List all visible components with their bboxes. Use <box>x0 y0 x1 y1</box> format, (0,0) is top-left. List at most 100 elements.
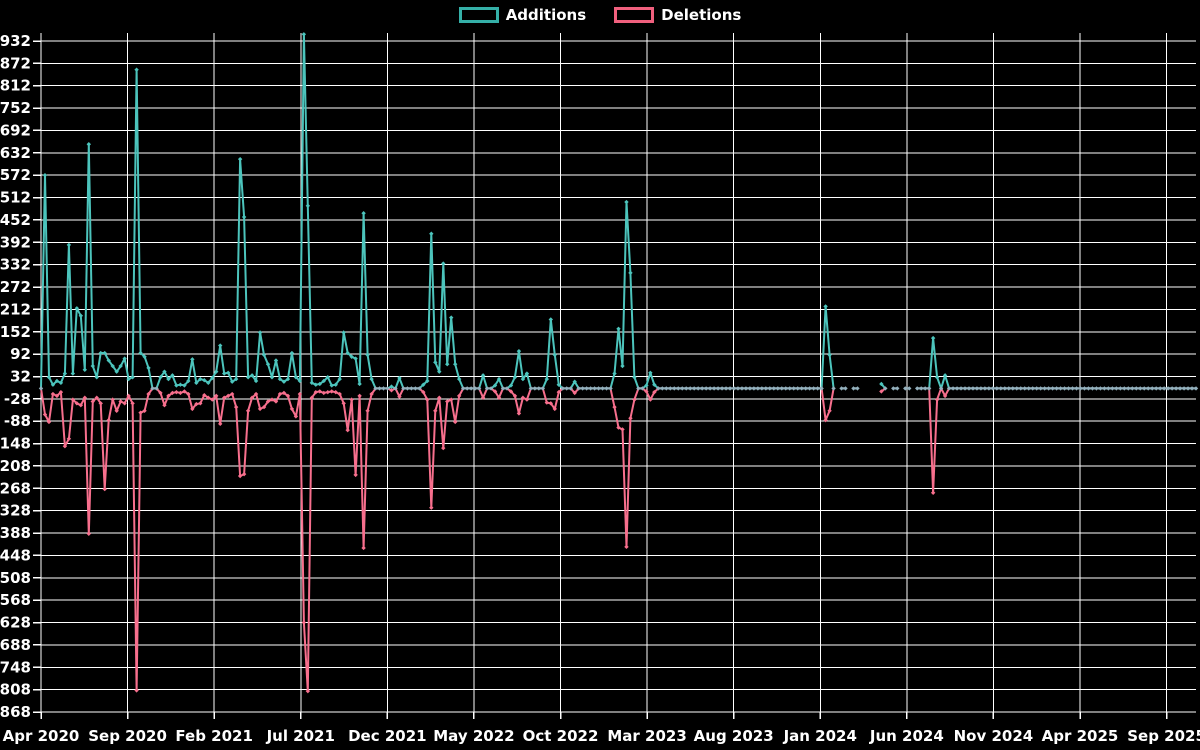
zero-point-marker <box>668 386 673 391</box>
deletions-point-marker <box>624 544 629 550</box>
additions-point-marker <box>309 380 315 386</box>
zero-point-marker <box>484 386 490 391</box>
deletions-point-marker <box>126 393 131 399</box>
zero-point-marker <box>1161 386 1167 391</box>
deletions-point-marker <box>823 417 828 423</box>
additions-point-marker <box>652 382 657 387</box>
deletions-point-marker <box>456 393 462 399</box>
additions-point-marker <box>449 315 454 320</box>
zero-point-marker <box>715 386 721 391</box>
zero-point-marker <box>640 386 645 391</box>
deletions-point-marker <box>512 393 518 399</box>
zero-point-marker <box>775 386 781 391</box>
additions-point-marker <box>249 373 255 378</box>
zero-point-marker <box>891 386 896 391</box>
zero-point-marker <box>1006 386 1012 391</box>
deletions-point-marker <box>361 545 366 551</box>
deletions-point-marker <box>50 391 56 397</box>
deletions-point-marker <box>572 390 577 396</box>
additions-point-marker <box>166 376 171 382</box>
additions-point-marker <box>345 350 350 356</box>
zero-point-marker <box>1142 386 1147 391</box>
zero-point-marker <box>1062 386 1067 391</box>
additions-point-marker <box>241 214 247 220</box>
zero-point-marker <box>488 386 494 391</box>
additions-point-marker <box>202 378 207 383</box>
deletions-point-marker <box>206 395 211 400</box>
zero-point-marker <box>926 386 932 391</box>
additions-point-marker <box>437 369 442 374</box>
zero-point-marker <box>938 386 944 391</box>
additions-point-marker <box>827 352 832 358</box>
zero-point-marker <box>1185 386 1191 391</box>
deletions-point-marker <box>194 401 199 407</box>
deletions-point-marker <box>357 393 362 399</box>
additions-point-marker <box>524 371 530 376</box>
additions-point-marker <box>445 361 450 367</box>
deletions-point-marker <box>74 401 80 406</box>
zero-point-marker <box>1169 386 1175 391</box>
deletions-point-marker <box>544 400 550 405</box>
deletions-point-marker <box>445 399 450 404</box>
additions-point-marker <box>516 348 522 354</box>
additions-point-marker <box>265 361 271 367</box>
zero-point-marker <box>915 386 920 391</box>
additions-point-marker <box>624 199 629 205</box>
deletions-point-marker <box>122 401 127 406</box>
additions-point-marker <box>210 375 215 381</box>
zero-point-marker <box>405 386 410 391</box>
additions-point-marker <box>138 350 143 356</box>
additions-point-marker <box>102 350 107 356</box>
zero-point-marker <box>600 386 605 391</box>
y-tick-label: -448 <box>0 546 31 564</box>
zero-point-marker <box>504 386 510 391</box>
zero-point-marker <box>803 386 808 391</box>
zero-point-marker <box>536 386 542 391</box>
zero-point-marker <box>922 386 928 391</box>
y-tick-label: 932 <box>0 32 31 50</box>
zero-point-marker <box>819 386 824 391</box>
zero-point-marker <box>464 386 470 391</box>
deletions-point-marker <box>345 427 350 433</box>
deletions-point-marker <box>130 401 135 406</box>
zero-point-marker <box>974 386 980 391</box>
additions-point-marker <box>441 261 446 266</box>
deletions-point-marker <box>138 410 143 415</box>
zero-point-marker <box>1026 386 1031 391</box>
zero-point-marker <box>1177 386 1183 391</box>
zero-point-marker <box>500 386 506 391</box>
deletions-point-marker <box>389 388 394 393</box>
x-tick-label: Apr 2025 <box>1042 727 1119 745</box>
additions-point-marker <box>433 360 438 365</box>
deletions-point-marker <box>166 393 171 399</box>
y-tick-label: 452 <box>0 211 31 229</box>
deletions-point-marker <box>934 397 940 402</box>
zero-point-marker <box>851 386 856 391</box>
zero-point-marker <box>791 386 796 391</box>
deletions-point-marker <box>301 620 307 625</box>
additions-point-marker <box>190 357 195 362</box>
additions-point-marker <box>46 375 52 380</box>
legend-label: Additions <box>505 6 587 24</box>
additions-point-marker <box>389 384 394 389</box>
additions-point-marker <box>162 369 167 374</box>
additions-point-marker <box>82 367 88 372</box>
deletions-point-marker <box>628 416 633 421</box>
deletions-point-marker <box>118 399 123 404</box>
deletions-point-marker <box>341 401 346 406</box>
deletions-point-marker <box>58 389 64 395</box>
legend-item-additions[interactable]: Additions <box>458 6 587 24</box>
additions-point-marker <box>233 376 239 382</box>
deletions-point-marker <box>186 391 191 397</box>
zero-point-marker <box>811 386 816 391</box>
zero-point-marker <box>843 386 848 391</box>
deletions-point-marker <box>333 389 338 395</box>
deletions-point-marker <box>524 397 530 402</box>
y-tick-label: -268 <box>0 479 31 497</box>
legend-item-deletions[interactable]: Deletions <box>614 7 741 23</box>
zero-point-marker <box>1018 386 1023 391</box>
y-tick-label: -148 <box>0 435 31 453</box>
y-tick-label: 872 <box>0 54 31 72</box>
additions-point-marker <box>612 371 617 376</box>
